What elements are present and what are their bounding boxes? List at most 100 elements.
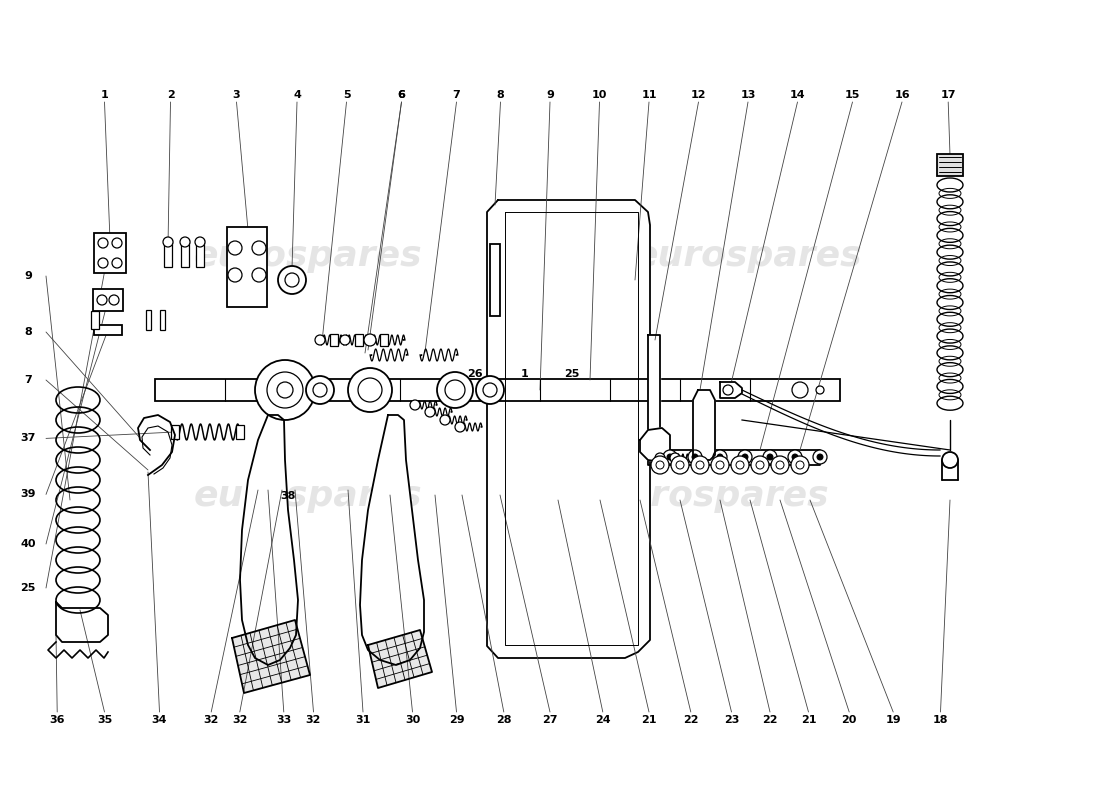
Text: 14: 14 [790, 90, 805, 100]
Text: 27: 27 [542, 715, 558, 725]
Circle shape [252, 241, 266, 255]
Text: 20: 20 [842, 715, 857, 725]
Circle shape [476, 376, 504, 404]
Circle shape [751, 456, 769, 474]
Text: 32: 32 [204, 715, 219, 725]
Text: 22: 22 [683, 715, 698, 725]
Circle shape [776, 461, 784, 469]
Circle shape [97, 295, 107, 305]
Circle shape [314, 383, 327, 397]
Text: 19: 19 [886, 715, 901, 725]
Circle shape [692, 454, 698, 460]
Text: 7: 7 [452, 90, 461, 100]
Polygon shape [720, 382, 742, 398]
Bar [145, 310, 151, 330]
Circle shape [358, 378, 382, 402]
Circle shape [792, 454, 798, 460]
Bar [379, 334, 388, 346]
Circle shape [791, 456, 808, 474]
Bar [355, 334, 363, 346]
Bar [170, 425, 179, 439]
Text: 37: 37 [20, 434, 35, 443]
Text: 13: 13 [740, 90, 756, 100]
Circle shape [651, 456, 669, 474]
Circle shape [440, 415, 450, 425]
Circle shape [788, 450, 802, 464]
Circle shape [688, 450, 702, 464]
Circle shape [483, 383, 497, 397]
Bar [182, 239, 189, 267]
Text: 8: 8 [496, 90, 505, 100]
Circle shape [306, 376, 334, 404]
Circle shape [163, 237, 173, 247]
Text: 16: 16 [894, 90, 910, 100]
Text: 21: 21 [641, 715, 657, 725]
Circle shape [252, 268, 266, 282]
Circle shape [180, 237, 190, 247]
Circle shape [437, 372, 473, 408]
Text: eurospares: eurospares [634, 239, 862, 273]
Circle shape [670, 453, 680, 463]
Text: 4: 4 [293, 90, 301, 100]
Text: 10: 10 [592, 90, 607, 100]
Text: 23: 23 [724, 715, 739, 725]
Circle shape [446, 380, 465, 400]
Polygon shape [487, 200, 650, 658]
Text: 9: 9 [24, 271, 32, 281]
Circle shape [340, 335, 350, 345]
Polygon shape [56, 602, 108, 642]
Text: 25: 25 [20, 583, 35, 593]
Circle shape [315, 335, 324, 345]
Bar [94, 325, 122, 335]
Circle shape [656, 461, 664, 469]
Circle shape [285, 273, 299, 287]
Circle shape [711, 456, 729, 474]
Text: 35: 35 [97, 715, 112, 725]
Circle shape [816, 386, 824, 394]
Circle shape [425, 407, 435, 417]
Circle shape [112, 238, 122, 248]
Circle shape [277, 382, 293, 398]
Text: 26: 26 [468, 370, 483, 379]
Text: 5: 5 [343, 90, 350, 100]
Text: 17: 17 [940, 90, 956, 100]
Text: 25: 25 [564, 370, 580, 379]
Circle shape [713, 450, 727, 464]
Circle shape [676, 461, 684, 469]
Text: 29: 29 [449, 715, 464, 725]
Circle shape [767, 454, 773, 460]
Circle shape [455, 422, 465, 432]
Bar [164, 239, 172, 267]
Text: 11: 11 [641, 90, 657, 100]
Circle shape [98, 258, 108, 268]
Bar [330, 334, 338, 346]
Polygon shape [232, 620, 310, 693]
Polygon shape [360, 415, 424, 665]
Circle shape [348, 368, 392, 412]
Polygon shape [648, 450, 820, 465]
Text: 22: 22 [762, 715, 778, 725]
Circle shape [736, 461, 744, 469]
Text: 36: 36 [50, 715, 65, 725]
Text: eurospares: eurospares [194, 479, 422, 513]
Circle shape [278, 266, 306, 294]
Circle shape [671, 456, 689, 474]
Circle shape [228, 268, 242, 282]
Text: 1: 1 [100, 90, 109, 100]
Bar [490, 244, 500, 316]
Circle shape [255, 360, 315, 420]
Text: 28: 28 [496, 715, 512, 725]
Circle shape [756, 461, 764, 469]
Circle shape [763, 450, 777, 464]
Circle shape [696, 461, 704, 469]
Text: 33: 33 [276, 715, 292, 725]
Circle shape [267, 372, 303, 408]
Text: 3: 3 [233, 90, 240, 100]
Circle shape [723, 385, 733, 395]
Circle shape [98, 238, 108, 248]
Text: 1: 1 [520, 370, 529, 379]
Text: 6: 6 [397, 90, 406, 100]
Circle shape [195, 237, 205, 247]
Circle shape [792, 382, 808, 398]
Circle shape [732, 456, 749, 474]
